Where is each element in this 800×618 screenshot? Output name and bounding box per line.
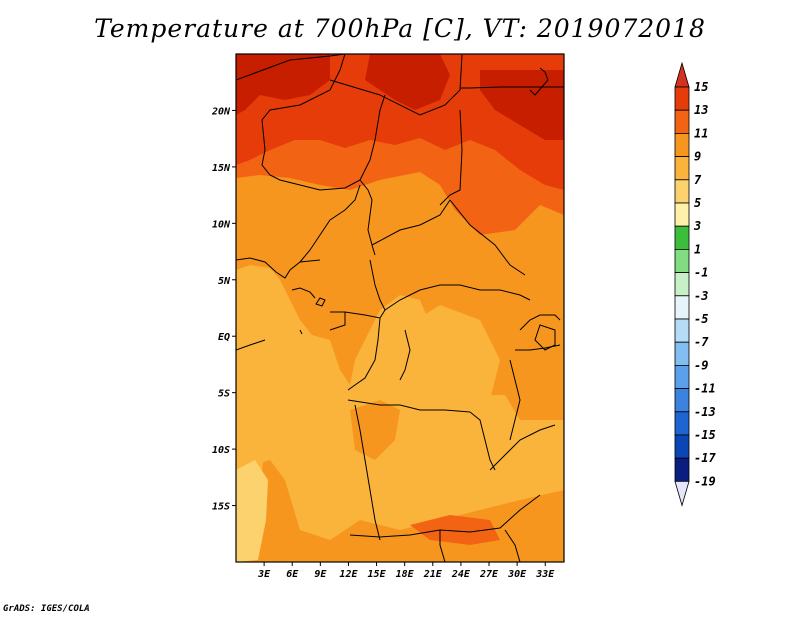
lon-tick-label: 15E xyxy=(368,569,387,580)
colorbar-swatch xyxy=(674,411,690,436)
band-15c xyxy=(236,54,330,115)
colorbar-swatch xyxy=(674,457,690,482)
lon-tick-label: 18E xyxy=(396,569,415,580)
colorbar-swatch xyxy=(674,109,690,134)
colorbar: 15 13 11 9 7 5 3 1 -1 -3 -5 -7 -9 -11 -13 -15 -17 -19 xyxy=(674,61,716,507)
colorbar-label: 11 xyxy=(694,126,708,140)
lat-tick-label: 10N xyxy=(212,219,231,230)
lon-tick-label: 21E xyxy=(423,569,443,580)
colorbar-label: -17 xyxy=(694,451,716,465)
colorbar-swatch xyxy=(674,272,690,297)
lon-tick-label: 6E xyxy=(286,569,299,580)
colorbar-label: 1 xyxy=(694,242,701,256)
colorbar-swatch xyxy=(674,132,690,157)
colorbar-label: -3 xyxy=(694,289,708,303)
lon-tick-label: 12E xyxy=(339,569,358,580)
colorbar-label: -7 xyxy=(694,335,709,349)
lon-tick-label: 30E xyxy=(507,569,527,580)
lat-tick-label: 10S xyxy=(212,445,230,456)
lon-tick-label: 33E xyxy=(535,569,555,580)
lon-tick-label: 24E xyxy=(451,569,471,580)
colorbar-swatch xyxy=(674,156,690,181)
band-15c-central xyxy=(365,54,450,110)
colorbar-swatch xyxy=(674,179,690,204)
colorbar-top-arrow xyxy=(674,61,690,88)
lat-tick-label: 15S xyxy=(212,502,230,513)
colorbar-swatch xyxy=(674,295,690,320)
lat-tick-label: 15N xyxy=(212,163,231,174)
colorbar-label: -11 xyxy=(694,382,716,396)
map-frame xyxy=(235,53,565,563)
colorbar-label: -13 xyxy=(694,405,716,419)
band-5c-coast xyxy=(236,460,268,562)
colorbar-swatch xyxy=(674,388,690,413)
lon-tick-label: 27E xyxy=(479,569,499,580)
colorbar-swatch xyxy=(674,434,690,459)
colorbar-label: 3 xyxy=(693,219,701,233)
colorbar-swatch xyxy=(674,318,690,343)
lon-tick-label: 3E xyxy=(257,569,271,580)
band-11c-south xyxy=(410,515,500,545)
colorbar-label: -15 xyxy=(694,428,716,442)
colorbar-label: 15 xyxy=(694,80,708,94)
lat-tick-label: 5S xyxy=(218,389,230,400)
lat-tick-label: 20N xyxy=(211,106,231,117)
colorbar-swatch xyxy=(674,202,690,227)
lat-tick-label: 5N xyxy=(218,276,231,287)
grads-credit: GrADS: IGES/COLA xyxy=(3,604,90,614)
country-borders xyxy=(236,54,564,562)
lon-tick-label: 9E xyxy=(314,569,327,580)
longitude-axis: 3E 6E 9E 12E 15E 18E 21E 24E 27E 30E 33E xyxy=(257,562,555,580)
colorbar-label: -1 xyxy=(694,266,708,280)
colorbar-swatch xyxy=(674,248,690,273)
map-title: Temperature at 700hPa [C], VT: 201907201… xyxy=(94,14,706,43)
lat-tick-label: EQ xyxy=(218,332,230,343)
colorbar-swatch xyxy=(674,341,690,366)
temperature-field xyxy=(236,54,564,562)
colorbar-swatch xyxy=(674,364,690,389)
colorbar-label: 13 xyxy=(694,103,708,117)
band-7c-west xyxy=(236,300,280,480)
colorbar-swatch xyxy=(674,86,690,111)
colorbar-bottom-arrow xyxy=(674,480,690,507)
colorbar-label: -9 xyxy=(694,358,708,372)
band-7c-congo xyxy=(400,305,500,430)
colorbar-label: -5 xyxy=(694,312,708,326)
colorbar-label: 9 xyxy=(694,150,701,164)
colorbar-label: 5 xyxy=(694,196,701,210)
colorbar-label: 7 xyxy=(694,173,702,187)
colorbar-label: -19 xyxy=(694,474,716,488)
colorbar-swatch xyxy=(674,225,690,250)
latitude-axis: 20N 15N 10N 5N EQ 5S 10S 15S xyxy=(211,106,236,513)
